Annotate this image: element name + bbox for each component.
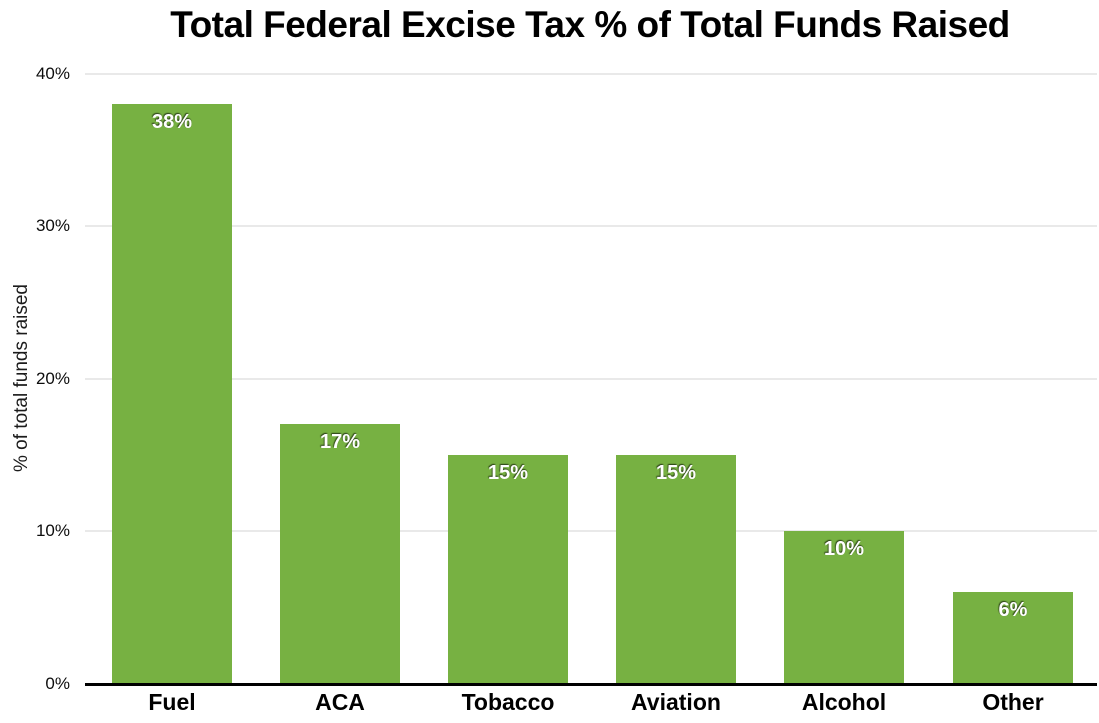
bar-value-label: 6% [998,599,1028,621]
bar-other: 6% [953,592,1073,683]
x-tick-label-other: Other [982,689,1044,715]
gridline [85,225,1097,227]
x-tick-label-fuel: Fuel [148,689,196,715]
bar-value-label: 10% [823,538,865,560]
bar-tobacco: 15% [448,455,568,684]
gridline [85,378,1097,380]
bar-fuel: 38% [112,104,232,683]
bar-value-label: 38% [151,111,193,133]
y-tick-label: 10% [35,521,70,540]
y-tick-label: 30% [35,216,70,235]
x-tick-label-tobacco: Tobacco [461,689,555,715]
chart-title: Total Federal Excise Tax % of Total Fund… [170,4,1010,45]
x-tick-label-aviation: Aviation [631,689,721,715]
y-tick-label: 0% [45,674,70,693]
bar-alcohol: 10% [784,531,904,683]
bar-aviation: 15% [616,455,736,684]
y-tick-label: 40% [35,64,70,83]
x-tick-label-aca: ACA [315,689,365,715]
bar-value-label: 17% [319,431,361,453]
bar-aca: 17% [280,424,400,683]
x-axis-line [85,683,1097,686]
bar-value-label: 15% [655,462,697,484]
y-tick-label: 20% [35,369,70,388]
x-tick-label-alcohol: Alcohol [801,689,887,715]
bar-value-label: 15% [487,462,529,484]
gridline [85,73,1097,75]
gridline [85,530,1097,532]
